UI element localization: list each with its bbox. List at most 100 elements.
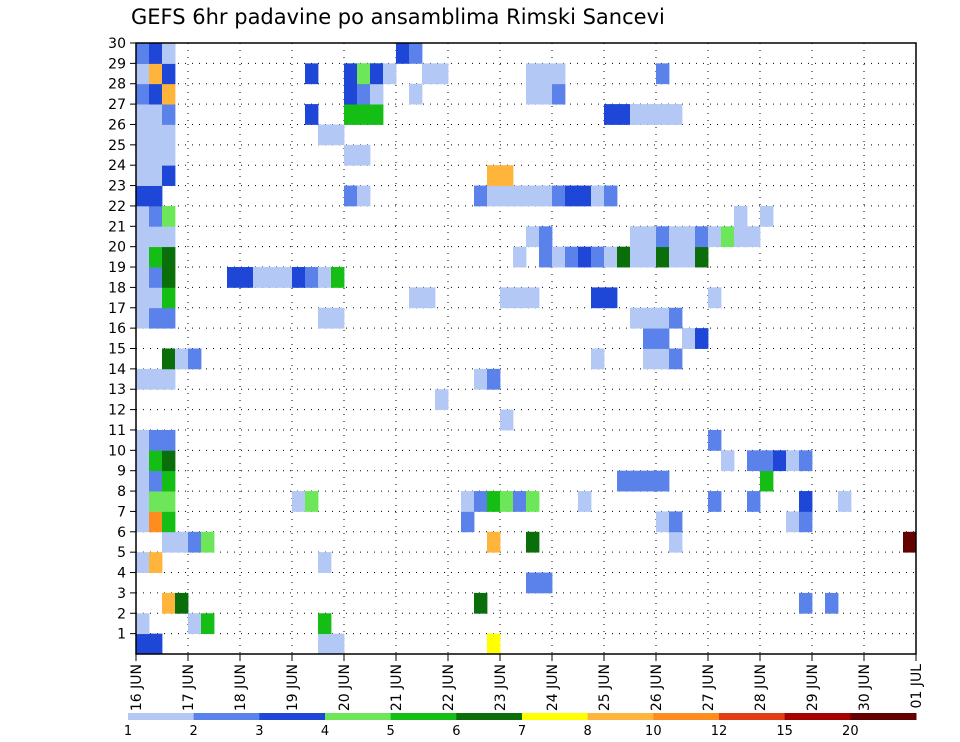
heatmap-cell bbox=[136, 165, 150, 186]
heatmap-cell bbox=[760, 470, 774, 492]
heatmap-cell bbox=[305, 491, 319, 512]
heatmap-cell bbox=[526, 185, 540, 207]
heatmap-cell bbox=[643, 246, 657, 268]
y-axis: 1234567891011121314151617181920212223242… bbox=[108, 36, 136, 643]
heatmap-cell bbox=[513, 185, 527, 207]
y-tick-label: 7 bbox=[117, 504, 126, 520]
heatmap-cell bbox=[318, 633, 332, 655]
heatmap-cell bbox=[500, 185, 514, 207]
heatmap-cell bbox=[292, 491, 306, 512]
heatmap-cell bbox=[643, 104, 657, 125]
heatmap-cell bbox=[799, 592, 813, 614]
heatmap-cell bbox=[708, 226, 722, 248]
heatmap-cell bbox=[643, 348, 657, 370]
heatmap-cell bbox=[487, 491, 501, 512]
heatmap-cell bbox=[149, 165, 163, 186]
heatmap-cell bbox=[305, 104, 319, 125]
heatmap-cell bbox=[266, 267, 280, 288]
y-tick-label: 6 bbox=[117, 525, 126, 541]
heatmap-cell bbox=[630, 226, 644, 248]
y-tick-label: 15 bbox=[108, 342, 126, 358]
heatmap-cell bbox=[708, 287, 722, 309]
heatmap-cell bbox=[162, 511, 176, 533]
heatmap-cell bbox=[305, 63, 319, 85]
heatmap-cell bbox=[656, 226, 670, 248]
y-tick-label: 24 bbox=[108, 158, 126, 174]
heatmap-cell bbox=[149, 124, 163, 146]
heatmap-cell bbox=[604, 185, 618, 207]
heatmap-cell bbox=[162, 470, 176, 492]
y-tick-label: 17 bbox=[108, 301, 126, 317]
heatmap-cell bbox=[669, 226, 683, 248]
heatmap-cell bbox=[591, 287, 605, 309]
heatmap-cell bbox=[526, 531, 540, 553]
heatmap-cell bbox=[149, 552, 163, 573]
heatmap-cell bbox=[344, 104, 358, 125]
heatmap-cell bbox=[825, 592, 839, 614]
heatmap-cell bbox=[149, 205, 163, 227]
heatmap-cell bbox=[136, 368, 150, 390]
heatmap-cell bbox=[318, 267, 332, 288]
heatmap-cell bbox=[331, 633, 345, 655]
y-tick-label: 26 bbox=[108, 117, 126, 133]
heatmap-cell bbox=[656, 246, 670, 268]
heatmap-cell bbox=[162, 491, 176, 512]
heatmap-cell bbox=[136, 144, 150, 166]
heatmap-cell bbox=[149, 104, 163, 125]
heatmap-cell bbox=[162, 124, 176, 146]
heatmap-cell bbox=[201, 613, 215, 635]
heatmap-cell bbox=[552, 63, 566, 85]
heatmap-cell bbox=[357, 63, 371, 85]
colorbar-label: 6 bbox=[452, 724, 460, 739]
heatmap-cell bbox=[656, 328, 670, 349]
heatmap-cell bbox=[136, 104, 150, 125]
heatmap-cell bbox=[136, 63, 150, 85]
heatmap-cell bbox=[149, 511, 163, 533]
heatmap-cell bbox=[578, 491, 592, 512]
heatmap-cell bbox=[539, 572, 553, 594]
heatmap-cell bbox=[604, 246, 618, 268]
y-tick-label: 4 bbox=[117, 566, 126, 582]
heatmap-cell bbox=[643, 470, 657, 492]
heatmap-cell bbox=[162, 592, 176, 614]
heatmap-cell bbox=[136, 205, 150, 227]
heatmap-cell bbox=[500, 287, 514, 309]
heatmap-cell bbox=[656, 104, 670, 125]
colorbar-label: 3 bbox=[255, 724, 263, 739]
heatmap-cell bbox=[136, 552, 150, 573]
heatmap-cell bbox=[734, 226, 748, 248]
colorbar-swatch bbox=[653, 713, 720, 720]
x-tick-label: 21 JUN bbox=[389, 664, 405, 711]
colorbar-swatch bbox=[325, 713, 392, 720]
heatmap-cell bbox=[149, 144, 163, 166]
heatmap-cell bbox=[838, 491, 852, 512]
heatmap-cell bbox=[513, 287, 527, 309]
heatmap-cell bbox=[617, 246, 631, 268]
x-tick-label: 20 JUN bbox=[337, 664, 353, 711]
heatmap-cell bbox=[175, 531, 189, 553]
heatmap-cell bbox=[500, 165, 514, 186]
x-tick-label: 17 JUN bbox=[181, 664, 197, 711]
colorbar-swatch bbox=[719, 713, 786, 720]
heatmap-cell bbox=[162, 144, 176, 166]
heatmap-cell bbox=[461, 511, 475, 533]
heatmap-cell bbox=[617, 104, 631, 125]
heatmap-cell bbox=[149, 307, 163, 329]
heatmap-cell bbox=[370, 63, 384, 85]
heatmap-cell bbox=[149, 185, 163, 207]
heatmap-cell bbox=[526, 63, 540, 85]
heatmap-cell bbox=[669, 307, 683, 329]
heatmap-cell bbox=[656, 511, 670, 533]
y-tick-label: 10 bbox=[108, 443, 126, 459]
heatmap-cell bbox=[747, 491, 761, 512]
heatmap-cell bbox=[396, 43, 410, 64]
heatmap-cell bbox=[149, 287, 163, 309]
heatmap-cell bbox=[500, 409, 514, 431]
grid-lines bbox=[136, 43, 916, 654]
heatmap-cell bbox=[526, 491, 540, 512]
heatmap-cell bbox=[500, 491, 514, 512]
colorbar-label: 1 bbox=[124, 724, 132, 739]
colorbar: 1 2 3 4 5 6 7 8 10 12 15 20 bbox=[124, 713, 917, 739]
heatmap-cell bbox=[331, 307, 345, 329]
heatmap-cell bbox=[487, 165, 501, 186]
